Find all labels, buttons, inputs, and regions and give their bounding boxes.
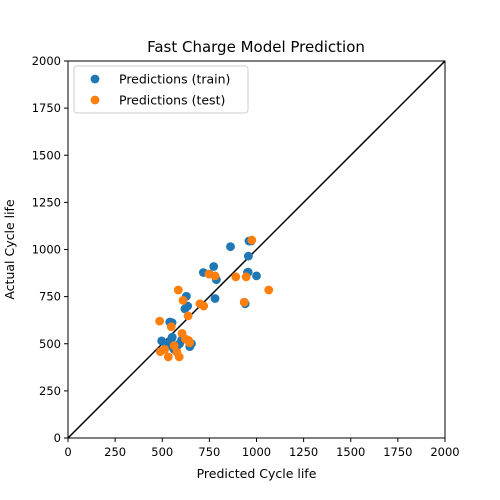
- data-point: [173, 285, 183, 295]
- x-tick-label: 250: [104, 445, 126, 459]
- x-tick-label: 750: [198, 445, 220, 459]
- data-point: [155, 316, 165, 326]
- data-point: [185, 338, 194, 348]
- data-point: [231, 272, 241, 282]
- series-test: [155, 235, 274, 362]
- x-tick-label: 1500: [336, 445, 365, 459]
- x-tick-label: 500: [151, 445, 173, 459]
- data-point: [167, 332, 177, 342]
- data-point: [226, 242, 235, 252]
- y-tick-label: 750: [39, 290, 61, 304]
- series-train: [157, 236, 261, 354]
- data-point: [160, 345, 170, 354]
- x-tick-label: 1000: [242, 445, 271, 459]
- data-point: [163, 352, 173, 362]
- data-point: [247, 235, 257, 245]
- x-axis-label: Predicted Cycle life: [197, 466, 317, 481]
- y-tick-label: 1000: [32, 243, 61, 257]
- legend: Predictions (train) Predictions (test): [73, 65, 249, 114]
- plot-area: [67, 60, 446, 439]
- y-tick-label: 2000: [32, 54, 61, 68]
- data-point: [183, 311, 193, 321]
- legend-marker: [90, 74, 100, 84]
- data-point: [209, 262, 219, 271]
- legend-label: Predictions (test): [119, 93, 225, 108]
- data-point: [166, 322, 176, 332]
- legend-label: Predictions (train): [119, 72, 230, 87]
- x-tick-label: 0: [64, 445, 71, 459]
- reference-diagonal-line: [67, 60, 446, 439]
- y-axis-label: Actual Cycle life: [2, 199, 17, 300]
- x-tick-label: 2000: [430, 445, 459, 459]
- y-tick-label: 1500: [32, 148, 61, 162]
- y-tick-label: 1250: [32, 195, 61, 209]
- data-point: [178, 295, 188, 305]
- y-tick-label: 250: [39, 384, 61, 398]
- data-point: [241, 272, 251, 282]
- data-point: [210, 294, 220, 303]
- legend-marker: [90, 95, 100, 105]
- data-point: [239, 297, 249, 307]
- chart-title: Fast Charge Model Prediction: [147, 38, 365, 56]
- data-point: [169, 341, 179, 351]
- data-point: [252, 271, 261, 281]
- data-point: [264, 285, 274, 295]
- x-tick-label: 1750: [383, 445, 412, 459]
- y-tick-label: 0: [54, 431, 61, 445]
- x-tick-label: 1250: [289, 445, 318, 459]
- legend-box: [73, 65, 249, 114]
- y-tick-label: 500: [39, 337, 61, 351]
- data-point: [174, 352, 184, 362]
- data-point: [199, 301, 209, 311]
- y-tick-label: 1750: [32, 101, 61, 115]
- data-point: [210, 271, 220, 281]
- data-point: [243, 251, 253, 261]
- axis-ticks: 0 250 500 750 1000 1250 1500 1750 2000 0 250 500 750…: [32, 54, 460, 459]
